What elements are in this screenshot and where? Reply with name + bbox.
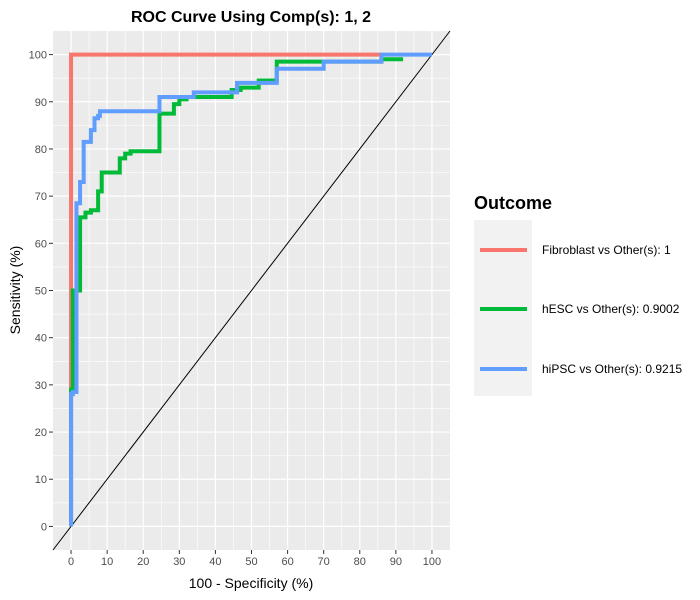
x-tick-label: 70	[318, 556, 330, 568]
x-tick-label: 30	[173, 556, 185, 568]
y-tick-label: 30	[35, 380, 47, 392]
y-tick-label: 50	[35, 286, 47, 298]
y-tick-label: 0	[41, 521, 47, 533]
legend-label-1: hESC vs Other(s): 0.9002	[542, 302, 680, 316]
y-axis-title: Sensitivity (%)	[7, 246, 23, 335]
chart-title: ROC Curve Using Comp(s): 1, 2	[131, 9, 371, 26]
x-tick-label: 0	[68, 556, 74, 568]
y-axis-ticks: 0 10 20 30 40 50 60 70 80 90 100	[29, 50, 53, 533]
y-tick-label: 70	[35, 191, 47, 203]
x-tick-label: 20	[137, 556, 149, 568]
y-tick-label: 90	[35, 97, 47, 109]
x-axis-title: 100 - Specificity (%)	[189, 575, 313, 591]
legend-label-2: hiPSC vs Other(s): 0.9215	[542, 362, 682, 376]
roc-series-line-2	[69, 52, 432, 527]
series-layer	[69, 52, 432, 527]
reference-diagonal	[52, 30, 451, 551]
y-tick-label: 40	[35, 333, 47, 345]
x-tick-label: 100	[423, 556, 441, 568]
x-tick-label: 80	[354, 556, 366, 568]
y-tick-label: 100	[29, 50, 47, 62]
legend-title: Outcome	[474, 193, 552, 213]
x-tick-label: 50	[245, 556, 257, 568]
x-tick-label: 40	[209, 556, 221, 568]
x-tick-label: 90	[390, 556, 402, 568]
x-axis-ticks: 0 10 20 30 40 50 60 70 80 90 100	[68, 550, 441, 568]
x-tick-label: 60	[281, 556, 293, 568]
y-tick-label: 80	[35, 144, 47, 156]
x-tick-label: 10	[101, 556, 113, 568]
legend-label-0: Fibroblast vs Other(s): 1	[542, 243, 671, 257]
y-tick-label: 60	[35, 238, 47, 250]
legend: Outcome Fibroblast vs Other(s): 1 hESC vs…	[474, 193, 682, 396]
y-tick-label: 10	[35, 474, 47, 486]
y-tick-label: 20	[35, 427, 47, 439]
